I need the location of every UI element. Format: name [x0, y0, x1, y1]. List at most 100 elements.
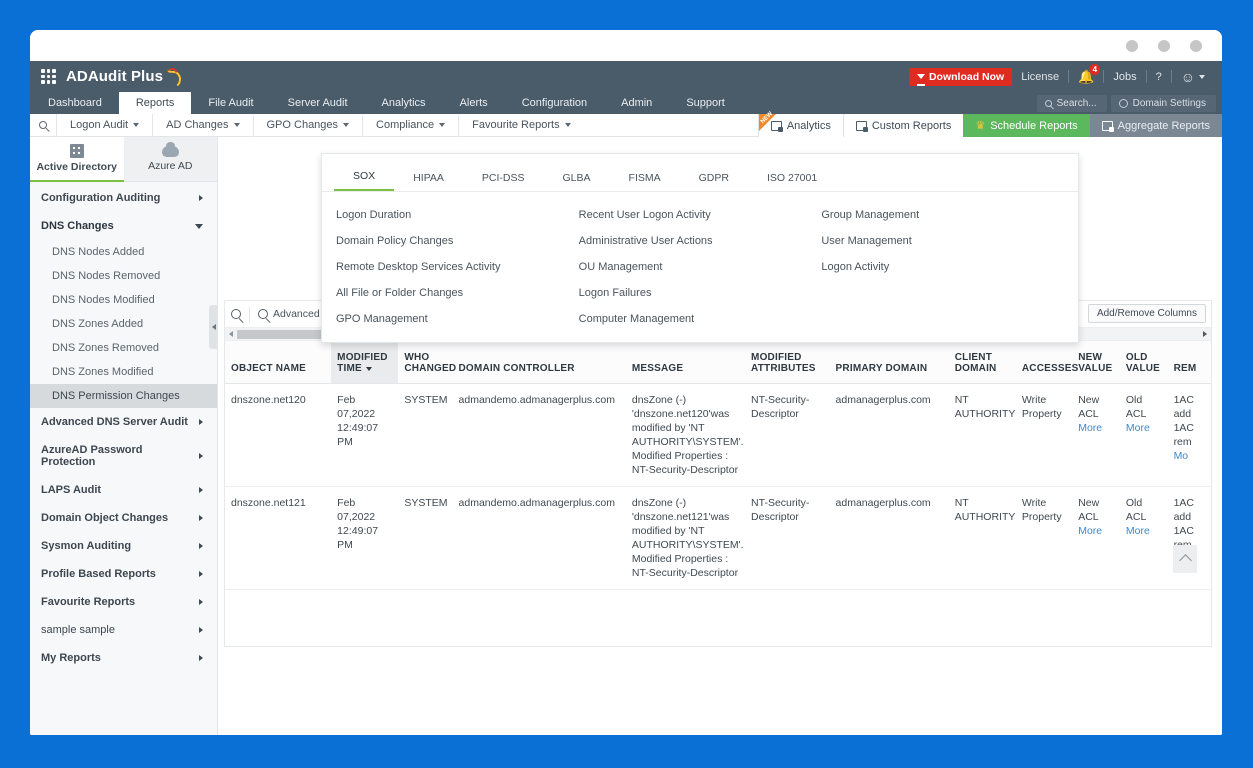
sidebar-collapse-handle[interactable] [209, 305, 217, 349]
sidebar-group-my-reports[interactable]: My Reports [30, 644, 217, 672]
compliance-tab-hipaa[interactable]: HIPAA [413, 172, 444, 184]
col-client-domain[interactable]: CLIENT DOMAIN [948, 341, 1016, 384]
sidebar-group-advanced-dns-server-audit[interactable]: Advanced DNS Server Audit [30, 408, 217, 436]
chevron-right-icon [199, 627, 203, 633]
subnav-item-ad-changes[interactable]: AD Changes [152, 113, 252, 137]
compliance-tab-iso-27001[interactable]: ISO 27001 [766, 172, 818, 184]
notifications-button[interactable]: 🔔 4 [1069, 61, 1103, 92]
compliance-tab-sox[interactable]: SOX [334, 170, 395, 191]
tab-alerts[interactable]: Alerts [459, 97, 488, 109]
sidebar-item-dns-zones-added[interactable]: DNS Zones Added [52, 318, 144, 330]
col-remarks[interactable]: REM [1167, 341, 1211, 384]
sidebar-group-azuread-password-protection[interactable]: AzureAD Password Protection [30, 436, 217, 476]
global-search-input[interactable]: Search... [1036, 95, 1107, 112]
sidebar-item-dns-nodes-modified[interactable]: DNS Nodes Modified [52, 294, 155, 306]
subnav-item-gpo-changes[interactable]: GPO Changes [252, 113, 363, 137]
col-accesses[interactable]: ACCESSES [1015, 341, 1078, 384]
compliance-tab-pci-dss[interactable]: PCI-DSS [481, 172, 525, 184]
compliance-link-user-management[interactable]: User Management [821, 235, 912, 247]
jobs-link[interactable]: Jobs [1104, 61, 1145, 92]
compliance-tab-gdpr[interactable]: GDPR [698, 172, 729, 184]
sidebar-group-laps-audit[interactable]: LAPS Audit [30, 476, 217, 504]
compliance-link-computer-management[interactable]: Computer Management [578, 313, 695, 325]
compliance-link-all-file-or-folder-changes[interactable]: All File or Folder Changes [336, 287, 464, 299]
sidebar-item-dns-permission-changes[interactable]: DNS Permission Changes [30, 384, 217, 408]
old-value-more-link[interactable]: More [1125, 422, 1150, 434]
help-button[interactable]: ? [1147, 61, 1171, 92]
compliance-link-remote-desktop-services-activity[interactable]: Remote Desktop Services Activity [336, 261, 501, 273]
sidebar-group-dns-changes[interactable]: DNS Changes [30, 212, 217, 240]
sidebar-item-dns-nodes-removed[interactable]: DNS Nodes Removed [52, 270, 161, 282]
search-icon[interactable] [231, 309, 241, 319]
remarks-more-link[interactable]: Mo [1173, 450, 1189, 462]
aggregate-reports-button[interactable]: Aggregate Reports [1089, 114, 1222, 137]
window-control-dot-2[interactable] [1158, 39, 1170, 52]
tab-configuration[interactable]: Configuration [521, 97, 588, 109]
sidebar-group-sysmon-auditing[interactable]: Sysmon Auditing [30, 532, 217, 560]
col-new-value[interactable]: NEW VALUE [1072, 341, 1120, 384]
sidebar-item-dns-zones-modified[interactable]: DNS Zones Modified [52, 366, 154, 378]
sidebar-tab-label: Azure AD [148, 160, 193, 172]
sidebar-group-favourite-reports[interactable]: Favourite Reports [30, 588, 217, 616]
tab-reports[interactable]: Reports [118, 92, 192, 114]
compliance-link-gpo-management[interactable]: GPO Management [336, 313, 428, 325]
compliance-link-recent-user-logon-activity[interactable]: Recent User Logon Activity [578, 209, 711, 221]
compliance-link-domain-policy-changes[interactable]: Domain Policy Changes [336, 235, 454, 247]
tab-support[interactable]: Support [686, 97, 725, 109]
user-menu-button[interactable]: ☺ [1172, 61, 1214, 92]
scroll-left-arrow-icon[interactable] [229, 331, 233, 337]
sidebar-group-configuration-auditing[interactable]: Configuration Auditing [30, 184, 217, 212]
table-row[interactable]: dnszone.net121 Feb 07,2022 12:49:07 PM S… [225, 486, 1211, 590]
tab-file-audit[interactable]: File Audit [208, 97, 254, 109]
col-old-value[interactable]: OLD VALUE [1119, 341, 1168, 384]
compliance-link-logon-duration[interactable]: Logon Duration [336, 209, 412, 221]
tab-server-audit[interactable]: Server Audit [287, 97, 348, 109]
custom-report-icon [855, 120, 868, 132]
scroll-to-top-button[interactable] [1173, 545, 1197, 573]
compliance-tab-fisma[interactable]: FISMA [628, 172, 661, 184]
col-modified-time[interactable]: MODIFIED TIME [331, 341, 399, 384]
compliance-link-logon-activity[interactable]: Logon Activity [821, 261, 890, 273]
report-search-button[interactable] [30, 121, 56, 129]
domain-settings-button[interactable]: Domain Settings [1110, 95, 1216, 112]
sidebar-group-sample-sample[interactable]: sample sample [30, 616, 217, 644]
col-modified-attributes[interactable]: MODIFIED ATTRIBUTES [745, 341, 830, 384]
sidebar-item-dns-nodes-added[interactable]: DNS Nodes Added [52, 246, 145, 258]
compliance-link-logon-failures[interactable]: Logon Failures [578, 287, 652, 299]
subnav-item-logon-audit[interactable]: Logon Audit [56, 113, 152, 137]
new-value-more-link[interactable]: More [1078, 525, 1103, 537]
sidebar-tab-azure-ad[interactable]: Azure AD [123, 137, 217, 182]
download-now-button[interactable]: Download Now [908, 67, 1013, 86]
table-row[interactable]: dnszone.net120 Feb 07,2022 12:49:07 PM S… [225, 383, 1211, 487]
tab-analytics[interactable]: Analytics [381, 97, 426, 109]
col-message[interactable]: MESSAGE [625, 341, 746, 384]
sidebar-group-domain-object-changes[interactable]: Domain Object Changes [30, 504, 217, 532]
subnav-item-favourite-reports[interactable]: Favourite Reports [458, 113, 583, 137]
new-value-more-link[interactable]: More [1078, 422, 1103, 434]
col-who-changed[interactable]: WHO CHANGED [398, 341, 456, 384]
custom-reports-button[interactable]: Custom Reports [842, 114, 964, 137]
sidebar-tab-active-directory[interactable]: Active Directory [30, 137, 124, 182]
window-control-dot-1[interactable] [1126, 39, 1138, 52]
cell-accesses: Write Property [1015, 486, 1073, 590]
sidebar-item-dns-zones-removed[interactable]: DNS Zones Removed [52, 342, 159, 354]
tab-admin[interactable]: Admin [621, 97, 653, 109]
compliance-tab-glba[interactable]: GLBA [562, 172, 591, 184]
old-value-more-link[interactable]: More [1125, 525, 1150, 537]
analytics-button[interactable]: NEW Analytics [757, 111, 843, 137]
license-link[interactable]: License [1012, 61, 1068, 92]
tab-dashboard[interactable]: Dashboard [48, 97, 102, 109]
app-grid-icon[interactable] [41, 69, 56, 84]
add-remove-columns-button[interactable]: Add/Remove Columns [1087, 304, 1206, 323]
subnav-item-compliance[interactable]: Compliance [362, 113, 458, 137]
schedule-reports-button[interactable]: ♛ Schedule Reports [963, 114, 1090, 137]
col-domain-controller[interactable]: DOMAIN CONTROLLER [452, 341, 626, 384]
col-object-name[interactable]: OBJECT NAME [225, 341, 332, 384]
scroll-right-arrow-icon[interactable] [1203, 331, 1207, 337]
compliance-link-ou-management[interactable]: OU Management [578, 261, 663, 273]
compliance-link-administrative-user-actions[interactable]: Administrative User Actions [578, 235, 713, 247]
col-primary-domain[interactable]: PRIMARY DOMAIN [829, 341, 949, 384]
sidebar-group-profile-based-reports[interactable]: Profile Based Reports [30, 560, 217, 588]
compliance-link-group-management[interactable]: Group Management [821, 209, 920, 221]
window-control-dot-3[interactable] [1190, 39, 1202, 52]
